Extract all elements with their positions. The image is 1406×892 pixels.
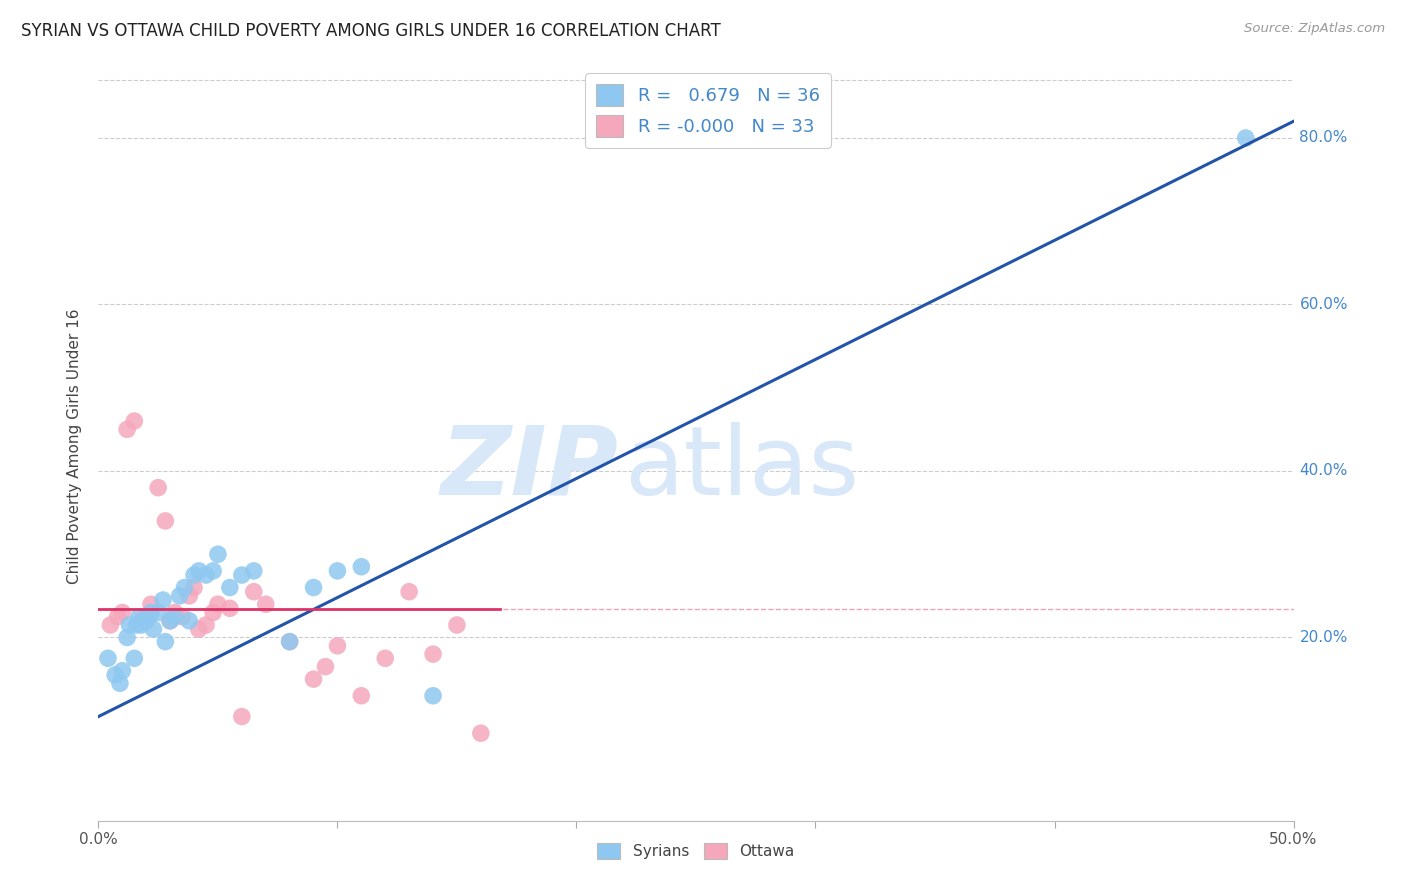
Point <box>326 639 349 653</box>
Point <box>422 647 444 661</box>
Point <box>148 606 170 620</box>
Point <box>202 564 225 578</box>
Point <box>374 651 396 665</box>
Point <box>179 614 201 628</box>
Point <box>172 609 194 624</box>
Point <box>155 634 177 648</box>
Legend: Syrians, Ottawa: Syrians, Ottawa <box>592 838 800 865</box>
Point <box>128 609 150 624</box>
Text: ZIP: ZIP <box>440 422 619 515</box>
Point <box>243 584 266 599</box>
Point <box>163 609 186 624</box>
Point <box>148 481 170 495</box>
Point <box>139 606 162 620</box>
Point <box>187 622 209 636</box>
Text: SYRIAN VS OTTAWA CHILD POVERTY AMONG GIRLS UNDER 16 CORRELATION CHART: SYRIAN VS OTTAWA CHILD POVERTY AMONG GIR… <box>21 22 721 40</box>
Text: 40.0%: 40.0% <box>1299 464 1348 478</box>
Point <box>131 618 153 632</box>
Text: atlas: atlas <box>624 422 859 515</box>
Point <box>108 676 131 690</box>
Point <box>139 597 162 611</box>
Point <box>422 689 444 703</box>
Point <box>470 726 492 740</box>
Point <box>195 568 218 582</box>
Point <box>315 659 337 673</box>
Point <box>135 614 157 628</box>
Point <box>243 564 266 578</box>
Point <box>446 618 468 632</box>
Point <box>202 606 225 620</box>
Point <box>142 622 165 636</box>
Y-axis label: Child Poverty Among Girls Under 16: Child Poverty Among Girls Under 16 <box>67 309 83 583</box>
Point <box>219 601 242 615</box>
Point <box>159 614 181 628</box>
Point <box>98 618 122 632</box>
Point <box>350 559 373 574</box>
Point <box>173 581 195 595</box>
Point <box>179 589 201 603</box>
Point <box>195 618 218 632</box>
Point <box>155 514 177 528</box>
Point <box>111 606 134 620</box>
Point <box>124 414 146 428</box>
Point <box>231 709 253 723</box>
Point <box>183 568 205 582</box>
Point <box>278 634 301 648</box>
Point <box>118 618 141 632</box>
Point <box>152 593 174 607</box>
Text: 60.0%: 60.0% <box>1299 297 1348 312</box>
Point <box>124 651 146 665</box>
Point <box>97 651 120 665</box>
Point <box>326 564 349 578</box>
Text: 80.0%: 80.0% <box>1299 130 1348 145</box>
Point <box>231 568 253 582</box>
Point <box>350 689 373 703</box>
Point <box>278 634 301 648</box>
Point <box>302 581 325 595</box>
Point <box>207 547 229 561</box>
Point <box>104 668 127 682</box>
Point <box>219 581 242 595</box>
Point <box>125 618 148 632</box>
Point <box>187 564 209 578</box>
Text: 20.0%: 20.0% <box>1299 630 1348 645</box>
Point <box>1234 131 1257 145</box>
Text: Source: ZipAtlas.com: Source: ZipAtlas.com <box>1244 22 1385 36</box>
Point <box>138 609 160 624</box>
Point <box>302 672 325 686</box>
Point <box>131 614 153 628</box>
Point <box>254 597 277 611</box>
Point <box>115 631 138 645</box>
Point <box>159 614 181 628</box>
Point <box>207 597 229 611</box>
Point <box>135 609 157 624</box>
Point <box>183 581 205 595</box>
Point <box>107 609 129 624</box>
Point <box>163 606 186 620</box>
Point <box>169 589 191 603</box>
Point <box>111 664 134 678</box>
Point <box>115 422 138 436</box>
Point <box>398 584 420 599</box>
